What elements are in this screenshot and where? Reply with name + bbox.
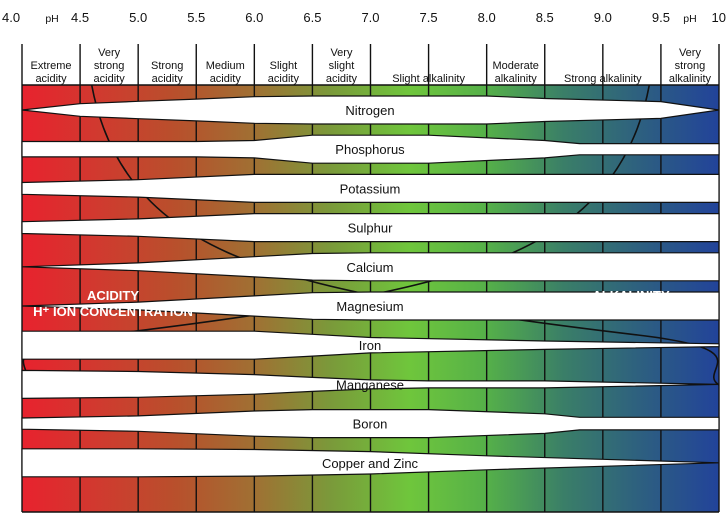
acidity-category-label: Slight alkalinity <box>392 73 465 85</box>
nutrient-band <box>21 213 720 243</box>
ph-tick-label: 8.0 <box>478 10 496 25</box>
acidity-category-label: acidity <box>326 73 358 85</box>
acidity-title: ACIDITY <box>87 288 139 303</box>
nutrient-band <box>21 95 720 125</box>
ph-tick-label: 4.5 <box>71 10 89 25</box>
nutrient-label: Potassium <box>340 181 401 196</box>
acidity-category-label: Slight <box>270 60 298 72</box>
ph-scale-header: 4.0 4.5 5.0 5.5 6.0 6.5 7.0 7.5 8.0 8.5 9.0 9.5 10 pH… <box>2 10 726 85</box>
ph-tick-label: 7.0 <box>361 10 379 25</box>
acidity-category-label: acidity <box>268 73 300 85</box>
ph-tick-label: 9.5 <box>652 10 670 25</box>
ph-tick-label: 4.0 <box>2 10 20 25</box>
ph-tick-label: 7.5 <box>420 10 438 25</box>
acidity-category-label: acidity <box>152 73 184 85</box>
concentration-annotations: ACIDITY H⁺ ION CONCENTRATION ALKALINITY … <box>33 288 713 319</box>
nutrient-label: Magnesium <box>336 299 403 314</box>
nutrient-band <box>21 369 720 400</box>
nutrient-bands <box>21 95 720 478</box>
nutrient-band <box>21 134 720 164</box>
nutrient-label: Phosphorus <box>335 142 405 157</box>
nutrient-labels: Nitrogen Phosphorus Potassium Sulphur Calciu… <box>322 103 419 471</box>
nutrient-band <box>21 173 720 203</box>
acidity-category-label: Very <box>679 47 702 59</box>
ph-tick-label: 9.0 <box>594 10 612 25</box>
nutrient-band <box>21 252 720 282</box>
acidity-subtitle: H⁺ ION CONCENTRATION <box>33 304 193 319</box>
ph-tick-label: 6.5 <box>303 10 321 25</box>
acidity-category-label: acidity <box>210 73 242 85</box>
nutrient-label: Manganese <box>336 377 404 392</box>
acidity-category-label: strong <box>94 60 125 72</box>
ph-tick-label: 5.0 <box>129 10 147 25</box>
ph-tick-label: 10 <box>712 10 726 25</box>
acidity-category-label: alkalinity <box>669 73 712 85</box>
acidity-category-label: Strong alkalinity <box>564 73 642 85</box>
ph-unit-label: pH <box>45 13 58 25</box>
acidity-category-label: alkalinity <box>495 73 538 85</box>
nutrient-label: Calcium <box>347 260 394 275</box>
acidity-category-label: acidity <box>35 73 67 85</box>
ph-unit-label: pH <box>683 13 696 25</box>
nutrient-label: Nitrogen <box>345 103 394 118</box>
nutrient-band <box>21 291 720 321</box>
nutrient-band <box>21 409 720 439</box>
nutrient-band <box>21 330 720 360</box>
acidity-category-label: Very <box>98 47 121 59</box>
nutrient-band <box>21 448 720 478</box>
acidity-category-label: strong <box>675 60 706 72</box>
alkalinity-title: ALKALINITY <box>592 288 670 303</box>
nutrient-label: Iron <box>359 338 381 353</box>
acidity-category-label: Very <box>330 47 353 59</box>
ph-tick-label: 6.0 <box>245 10 263 25</box>
nutrient-label: Sulphur <box>348 221 393 236</box>
acidity-category-label: Moderate <box>492 60 538 72</box>
acidity-category-label: slight <box>329 60 355 72</box>
acidity-category-label: Extreme <box>31 60 72 72</box>
ph-tick-label: 5.5 <box>187 10 205 25</box>
acidity-category-label: Strong <box>151 60 183 72</box>
acidity-category-label: acidity <box>94 73 126 85</box>
ph-tick-label: 8.5 <box>536 10 554 25</box>
acidity-category-label: Medium <box>206 60 245 72</box>
nutrient-label: Boron <box>353 417 388 432</box>
nutrient-label: Copper and Zinc <box>322 456 419 471</box>
alkalinity-subtitle: OH⁻ ION CONCENTRATION <box>549 305 712 319</box>
